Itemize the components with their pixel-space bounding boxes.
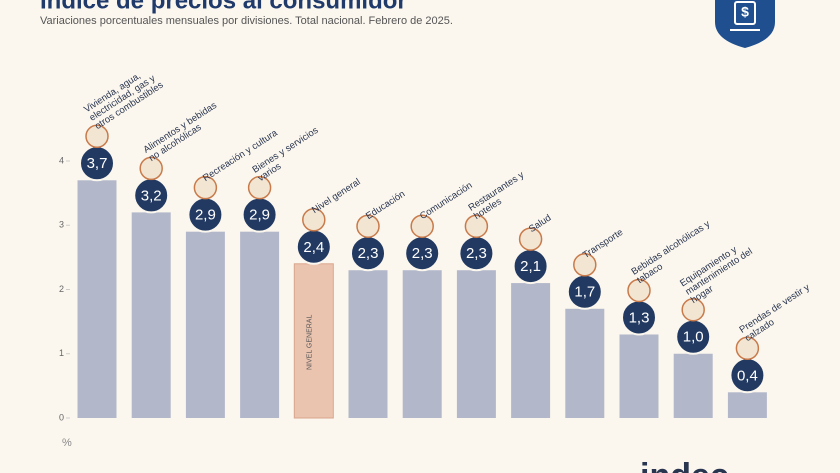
bar <box>727 392 767 418</box>
y-unit: % <box>62 437 72 449</box>
value-label: 2,3 <box>412 245 433 262</box>
icon <box>627 278 651 303</box>
logo: indec <box>640 457 729 473</box>
icon <box>356 214 380 238</box>
chart-title: Índice de precios al consumidor <box>40 0 407 14</box>
icon <box>302 208 326 232</box>
value-label: 1,7 <box>574 284 595 301</box>
icon <box>681 298 705 322</box>
bar <box>511 283 551 418</box>
y-tick-label: 4 <box>59 155 64 165</box>
icon <box>139 156 163 181</box>
svg-text:$: $ <box>741 4 749 20</box>
bar <box>77 180 117 418</box>
bar-annotation: NIVEL GENERAL <box>307 315 314 370</box>
chart-subtitle: Variaciones porcentuales mensuales por d… <box>40 15 453 27</box>
value-label: 2,9 <box>249 207 270 224</box>
value-label: 2,4 <box>303 239 324 256</box>
bar <box>293 263 334 419</box>
bar <box>240 231 280 418</box>
icon <box>735 336 760 361</box>
bar <box>185 231 225 418</box>
value-label: 1,3 <box>629 309 650 326</box>
bar <box>619 334 659 418</box>
bar <box>131 212 171 418</box>
icon <box>193 175 218 200</box>
value-label: 2,3 <box>466 245 487 262</box>
badge-icon: $ <box>715 0 775 48</box>
icon <box>464 214 489 238</box>
icon <box>410 214 434 238</box>
value-label: 1,0 <box>683 329 704 346</box>
value-label: 0,4 <box>737 367 758 384</box>
y-tick-label: 1 <box>59 348 64 358</box>
icon <box>573 253 597 277</box>
y-tick-label: 2 <box>59 284 64 294</box>
bar <box>348 270 388 418</box>
value-label: 2,1 <box>520 258 541 275</box>
y-tick-label: 0 <box>59 412 64 422</box>
icon <box>518 227 543 251</box>
icon <box>247 175 272 200</box>
y-tick-label: 3 <box>59 220 64 230</box>
bar <box>565 308 605 418</box>
bar <box>456 270 496 418</box>
value-label: 3,7 <box>87 155 108 172</box>
value-label: 2,9 <box>195 207 216 224</box>
bar <box>402 270 442 418</box>
value-label: 2,3 <box>358 245 379 262</box>
value-label: 3,2 <box>141 187 162 204</box>
bar <box>673 353 713 418</box>
icon <box>85 124 109 149</box>
